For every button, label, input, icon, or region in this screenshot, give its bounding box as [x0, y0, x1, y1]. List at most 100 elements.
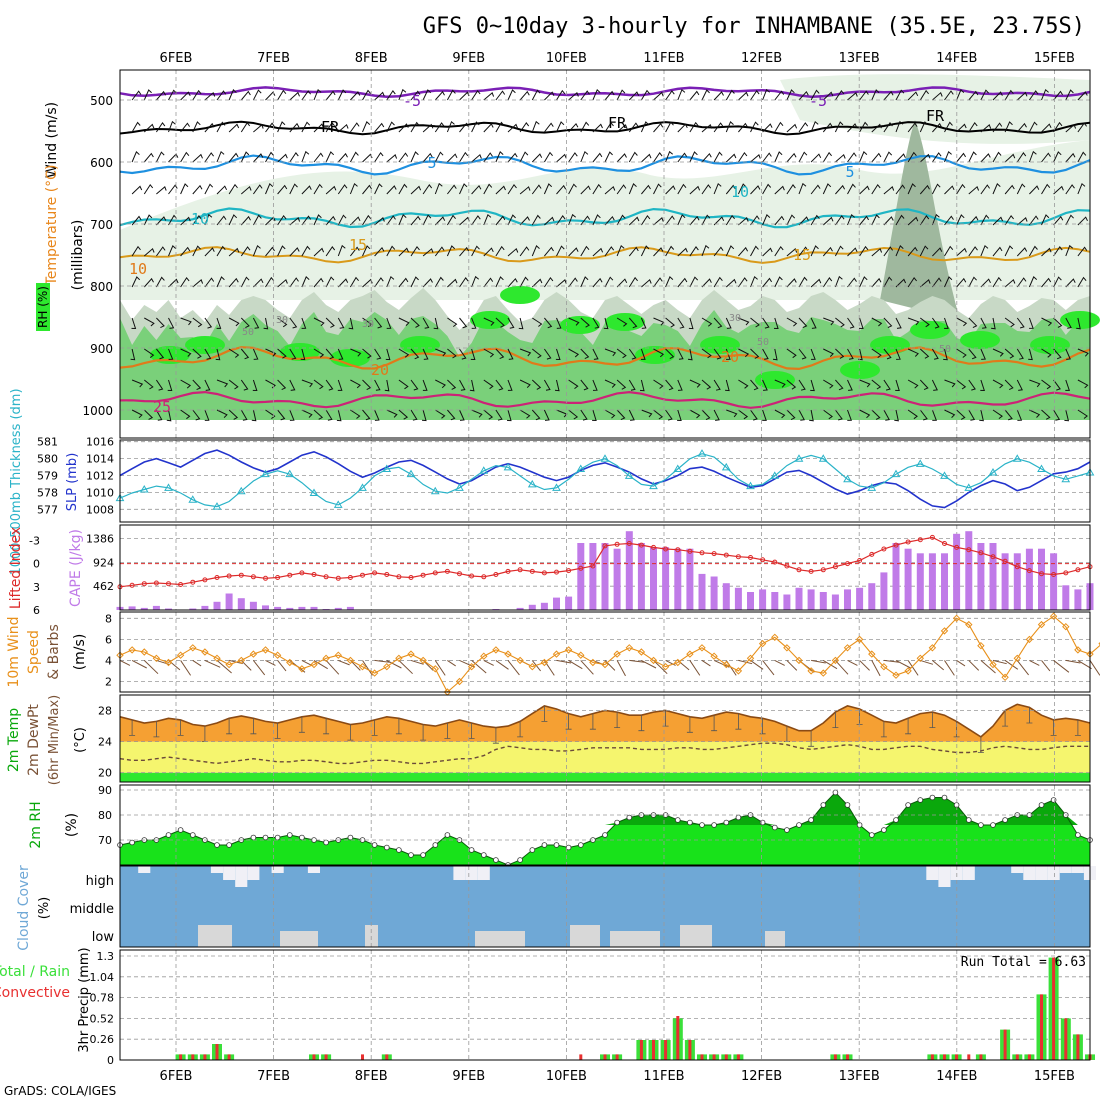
cape-bar [880, 572, 888, 610]
wind-barb [822, 151, 832, 163]
wind-barb [422, 317, 430, 329]
wind-barb [507, 152, 518, 163]
li-marker [311, 572, 317, 577]
wind-barb-10m [1065, 659, 1081, 664]
wind-barb [810, 317, 817, 329]
rh-marker [711, 822, 717, 828]
li-marker [832, 564, 838, 570]
precip-convective-bar [385, 1054, 389, 1060]
wind-barb [168, 317, 175, 329]
rh-marker [250, 834, 257, 841]
wind-barb [337, 348, 344, 360]
wind-barb [762, 152, 772, 163]
wind-speed-marker [916, 654, 925, 663]
wind-barb [544, 246, 554, 257]
wind-barb [131, 185, 143, 195]
cape-bar [140, 607, 148, 610]
rh-shading-green [120, 310, 1090, 420]
wind-barb [252, 184, 263, 195]
wind-barb [835, 153, 846, 163]
wind-barb [180, 151, 190, 163]
wind-tick: 8 [105, 612, 112, 625]
wind-barb [1004, 379, 1014, 391]
wind-barb [762, 88, 771, 101]
wind-barb [871, 123, 882, 133]
li-marker [699, 550, 705, 556]
li-marker [1026, 568, 1032, 574]
cape-bar [516, 607, 524, 610]
slp-tick: 1016 [86, 436, 114, 449]
wind-barb-10m [713, 659, 730, 668]
wind-barb [932, 247, 943, 257]
wind-barb [616, 348, 627, 359]
wind-barb [265, 348, 277, 357]
li-marker [263, 575, 268, 581]
slp-line [119, 449, 1091, 509]
precip-convective-bar [579, 1054, 583, 1060]
wind-tick: 6 [105, 633, 112, 646]
cape-bar [953, 533, 961, 610]
thickness-marker [430, 486, 440, 495]
wind-barb [835, 184, 846, 195]
wind-barb [1004, 121, 1013, 133]
wind-barb [216, 150, 225, 163]
wind-barb [907, 122, 918, 133]
pressure-tick: 1000 [82, 404, 113, 418]
thickness-marker [261, 469, 270, 478]
wind-barb [847, 213, 855, 226]
wind-barb [931, 409, 938, 421]
wind-barb [750, 90, 760, 101]
wind-barb [568, 152, 578, 163]
wind-barb [871, 214, 880, 226]
li-marker [420, 572, 426, 578]
temp-minmax-bar [395, 718, 402, 735]
slp-tick: 1014 [86, 453, 114, 466]
contour-label: 30 [362, 319, 374, 330]
wind-barb-10m [883, 659, 900, 663]
cloud-high-gap [453, 866, 466, 880]
wind-barb-10m [374, 659, 390, 663]
panel-cape-li [119, 524, 1091, 611]
wind-barb [447, 379, 457, 390]
wind-barb [919, 89, 929, 101]
wind-barb [653, 217, 664, 226]
wind-barb [531, 184, 542, 195]
wind-barb [786, 278, 797, 288]
wind-barb [543, 379, 551, 391]
thickness-marker [915, 459, 925, 467]
wind-barb [616, 124, 628, 133]
wind-barb-10m [835, 660, 849, 675]
wind-barb [907, 91, 919, 101]
wind-barb [277, 348, 287, 359]
pressure-tick: 700 [90, 218, 113, 232]
thickness-marker [527, 479, 537, 488]
contour-label: FR [321, 118, 340, 136]
wind-barb [677, 88, 686, 101]
rh-marker [917, 797, 924, 803]
wind-barb [568, 348, 580, 358]
wind-barb [531, 278, 543, 288]
cloud-high-gap [1023, 866, 1036, 880]
wind-barb [410, 317, 420, 328]
li-marker [372, 570, 378, 576]
date-label-top: 8FEB [355, 51, 388, 66]
cape-tick: 462 [93, 580, 114, 593]
wind-barb [519, 379, 531, 388]
wind-barb [931, 348, 939, 360]
wind-barb [143, 247, 155, 257]
cape-bar [1025, 548, 1033, 610]
wind-barb [725, 245, 735, 257]
wind-barb [1016, 91, 1028, 101]
wind-barb [192, 279, 204, 288]
cape-bar [831, 594, 839, 610]
wind-barb [991, 317, 996, 330]
precip-convective-bar [676, 1016, 680, 1060]
cloud-high-gap [138, 866, 151, 873]
wind-barb [325, 348, 335, 360]
wind-barb [871, 348, 882, 358]
li-tick: 0 [33, 558, 40, 571]
wind-barb [919, 317, 930, 328]
rh-legend-swatch [36, 283, 50, 331]
wind-barb [277, 121, 286, 133]
precip-convective-bar [700, 1054, 704, 1060]
